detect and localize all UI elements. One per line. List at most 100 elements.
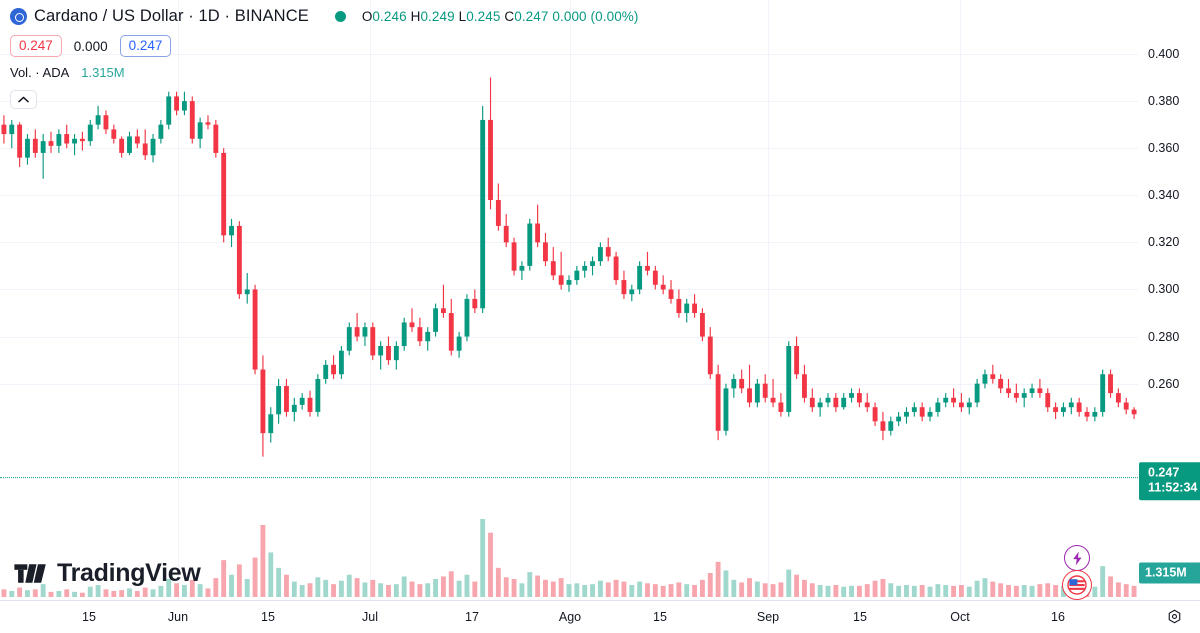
candle-body [856, 393, 862, 403]
volume-bar [64, 589, 70, 597]
symbol-header-row[interactable]: Cardano / US Dollar · 1D · BINANCE O0.24… [10, 4, 639, 28]
volume-bar [409, 581, 415, 597]
volume-bar [456, 580, 462, 597]
candle-body [142, 143, 148, 156]
volume-bar [425, 583, 431, 597]
candle-body [9, 124, 15, 135]
candle-body [1131, 409, 1137, 415]
candle-body [1029, 388, 1035, 394]
price-scale-values-row: 0.247 0.000 0.247 [10, 34, 639, 58]
volume-bar [590, 584, 595, 597]
axis-settings-button[interactable] [1167, 609, 1182, 624]
volume-bar [888, 583, 894, 597]
tradingview-watermark[interactable]: TradingView [14, 559, 201, 588]
time-tick-0: 15 [82, 610, 96, 624]
us-flag-icon [1067, 575, 1087, 595]
create-alert-button[interactable] [1064, 545, 1090, 571]
candle-body [346, 327, 352, 351]
volume-bar [17, 587, 23, 597]
axis-settings-icon [1168, 609, 1181, 624]
time-axis[interactable]: 15 Jun 15 Jul 17 Ago 15 Sep 15 Oct 16 [0, 600, 1200, 633]
volume-bar [127, 588, 132, 597]
price-tick-2: 0.360 [1148, 141, 1180, 156]
candle-body [770, 397, 776, 403]
candle-body [260, 369, 266, 434]
time-tick-10: 16 [1051, 610, 1065, 624]
candle-body [535, 223, 541, 243]
legend-collapse-button[interactable] [10, 90, 37, 109]
volume-bar [72, 591, 77, 597]
volume-bar [911, 585, 917, 597]
volume-bar [707, 573, 713, 597]
symbol-title[interactable]: Cardano / US Dollar · 1D · BINANCE [34, 6, 309, 25]
candle-body [1076, 402, 1082, 412]
current-price-badge[interactable]: 0.247 11:52:34 [1139, 462, 1200, 500]
candle-body [182, 101, 187, 111]
candle-body [1045, 393, 1051, 408]
volume-bar [1053, 585, 1059, 597]
candle-body [958, 402, 964, 408]
candle-body [221, 152, 227, 236]
candle-body [692, 303, 698, 314]
lightning-alert-icon [1072, 551, 1082, 565]
volume-bar [1131, 585, 1137, 597]
candle-body [652, 270, 658, 285]
volume-bar [747, 578, 752, 597]
volume-bar [25, 590, 30, 597]
candle-body [998, 378, 1004, 389]
candle-body [64, 134, 70, 144]
volume-bar [676, 582, 682, 597]
volume-bar [1021, 585, 1027, 597]
volume-label: Vol. · ADA [10, 65, 70, 80]
market-flag-button[interactable] [1062, 570, 1092, 600]
volume-bar [527, 572, 533, 597]
volume-bar [935, 584, 941, 597]
volume-bar [574, 583, 580, 597]
candle-body [119, 138, 125, 153]
candle-body [456, 336, 462, 351]
volume-bar [825, 585, 831, 597]
candle-body [338, 350, 344, 375]
candle-body [252, 289, 258, 370]
volume-bar [331, 584, 336, 597]
price-chart-plot[interactable] [0, 0, 1138, 600]
volume-legend-row[interactable]: Vol. · ADA 1.315M [10, 65, 639, 83]
candle-body [17, 124, 23, 158]
low-price-box[interactable]: 0.247 [10, 34, 62, 58]
volume-bar [535, 575, 541, 597]
price-tick-5: 0.300 [1148, 282, 1180, 297]
volume-bar [919, 585, 925, 597]
volume-bar [731, 579, 737, 597]
volume-bar [833, 585, 839, 597]
candle-body [754, 383, 760, 403]
high-price-box[interactable]: 0.247 [119, 34, 172, 58]
volume-bar [448, 571, 454, 597]
candle-body [205, 122, 211, 125]
volume-bar [856, 585, 862, 597]
volume-bar [1115, 582, 1121, 597]
volume-bar [715, 561, 721, 597]
volume-bar [817, 585, 823, 597]
volume-bar [95, 585, 101, 597]
candle-body [566, 280, 572, 285]
volume-bar [613, 579, 619, 597]
price-axis[interactable]: 0.400 0.380 0.360 0.340 0.320 0.300 0.280 0.260… [1138, 0, 1200, 600]
candle-body [527, 223, 533, 266]
volume-bar [362, 582, 368, 597]
candle-body [1092, 411, 1098, 417]
price-tick-4: 0.320 [1148, 235, 1180, 250]
candle-body [880, 421, 886, 431]
candle-body [1115, 393, 1121, 403]
candle-body [731, 378, 737, 389]
candle-body [833, 397, 839, 408]
candle-body [409, 322, 415, 328]
candle-body [597, 247, 603, 262]
volume-bar [213, 578, 219, 597]
candle-body [48, 141, 54, 146]
price-tick-1: 0.380 [1148, 94, 1180, 109]
candle-body [401, 322, 407, 346]
volume-badge[interactable]: 1.315M [1139, 562, 1200, 584]
low-value: 0.245 [466, 8, 501, 24]
candle-body [590, 261, 595, 266]
candle-body [299, 397, 305, 405]
